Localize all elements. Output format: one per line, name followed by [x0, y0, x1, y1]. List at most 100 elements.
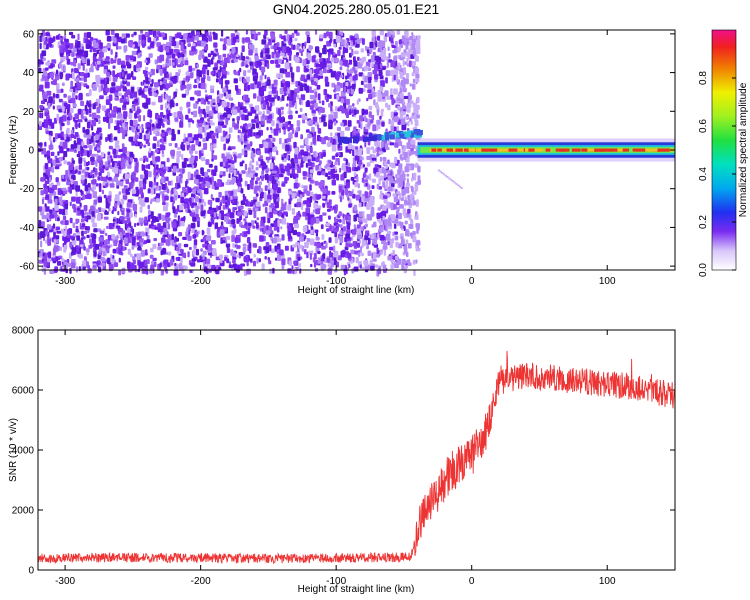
noise-speckle: [339, 66, 343, 71]
noise-speckle: [412, 78, 416, 84]
noise-speckle: [99, 236, 105, 242]
noise-speckle: [53, 79, 57, 86]
noise-speckle: [414, 67, 420, 74]
noise-speckle: [348, 59, 353, 65]
noise-speckle: [151, 260, 154, 266]
noise-speckle: [310, 238, 315, 246]
noise-speckle: [382, 156, 387, 162]
noise-speckle: [65, 170, 68, 177]
noise-speckle: [201, 67, 206, 75]
noise-speckle: [331, 191, 336, 195]
noise-speckle: [91, 136, 94, 143]
noise-speckle: [324, 76, 329, 83]
noise-speckle: [96, 127, 102, 133]
noise-speckle: [303, 228, 307, 233]
noise-speckle: [377, 267, 381, 275]
noise-speckle: [167, 166, 172, 173]
noise-speckle: [248, 163, 253, 167]
noise-speckle: [346, 98, 350, 105]
noise-speckle: [82, 194, 86, 200]
noise-speckle: [303, 78, 308, 83]
noise-speckle: [364, 223, 368, 228]
noise-speckle: [70, 80, 73, 88]
noise-speckle: [404, 78, 409, 85]
noise-speckle: [91, 112, 97, 120]
noise-speckle: [39, 249, 44, 253]
noise-speckle: [81, 58, 86, 64]
noise-speckle: [265, 225, 270, 232]
noise-speckle: [104, 240, 109, 245]
noise-speckle: [105, 183, 109, 188]
noise-speckle: [353, 167, 359, 172]
noise-speckle: [384, 185, 388, 190]
noise-speckle: [123, 237, 129, 244]
noise-speckle: [266, 110, 271, 115]
noise-speckle: [72, 47, 77, 53]
noise-speckle: [291, 128, 295, 134]
noise-speckle: [246, 76, 250, 81]
noise-speckle: [385, 164, 389, 169]
noise-speckle: [100, 152, 105, 158]
noise-speckle: [279, 47, 283, 51]
noise-speckle: [187, 137, 193, 142]
noise-speckle: [143, 169, 147, 175]
noise-speckle: [381, 261, 385, 266]
noise-speckle: [230, 38, 234, 43]
noise-speckle: [193, 134, 199, 141]
noise-speckle: [379, 30, 385, 36]
noise-speckle: [200, 97, 205, 105]
noise-speckle: [76, 74, 80, 80]
noise-speckle: [379, 115, 382, 120]
noise-speckle: [313, 69, 318, 74]
noise-speckle: [352, 167, 355, 172]
noise-speckle: [321, 245, 326, 250]
noise-speckle: [225, 202, 228, 208]
noise-speckle: [162, 205, 168, 212]
noise-speckle: [183, 158, 188, 162]
noise-speckle: [60, 88, 64, 93]
noise-speckle: [196, 79, 200, 85]
noise-speckle: [148, 147, 151, 153]
noise-speckle: [137, 54, 141, 59]
noise-speckle: [176, 64, 182, 68]
noise-speckle: [321, 115, 326, 122]
noise-speckle: [206, 235, 212, 242]
noise-speckle: [153, 129, 157, 134]
noise-speckle: [78, 266, 81, 272]
noise-speckle: [197, 98, 201, 102]
noise-speckle: [144, 88, 148, 93]
noise-speckle: [169, 102, 175, 108]
noise-speckle: [103, 92, 108, 96]
noise-speckle: [181, 153, 184, 160]
noise-speckle: [353, 172, 357, 176]
noise-speckle: [156, 182, 159, 186]
noise-speckle: [129, 151, 134, 158]
noise-speckle: [92, 55, 97, 63]
noise-speckle: [121, 95, 125, 99]
noise-speckle: [330, 101, 333, 107]
noise-speckle: [311, 126, 315, 133]
noise-speckle: [80, 72, 85, 77]
noise-speckle: [78, 157, 83, 164]
noise-speckle: [309, 169, 314, 174]
noise-speckle: [76, 235, 80, 241]
noise-speckle: [306, 238, 311, 243]
noise-speckle: [263, 101, 266, 105]
noise-speckle: [145, 170, 149, 175]
noise-speckle: [310, 100, 315, 104]
noise-speckle: [55, 177, 59, 183]
noise-speckle: [116, 123, 120, 129]
noise-speckle: [316, 63, 321, 68]
noise-speckle: [225, 243, 231, 248]
noise-speckle: [333, 228, 339, 233]
noise-speckle: [281, 79, 286, 84]
noise-speckle: [370, 146, 375, 150]
noise-speckle: [105, 137, 108, 142]
noise-speckle: [392, 249, 395, 256]
noise-speckle: [152, 257, 157, 262]
noise-speckle: [122, 71, 125, 78]
noise-speckle: [141, 34, 147, 42]
noise-speckle: [318, 75, 324, 79]
noise-speckle: [122, 146, 127, 154]
